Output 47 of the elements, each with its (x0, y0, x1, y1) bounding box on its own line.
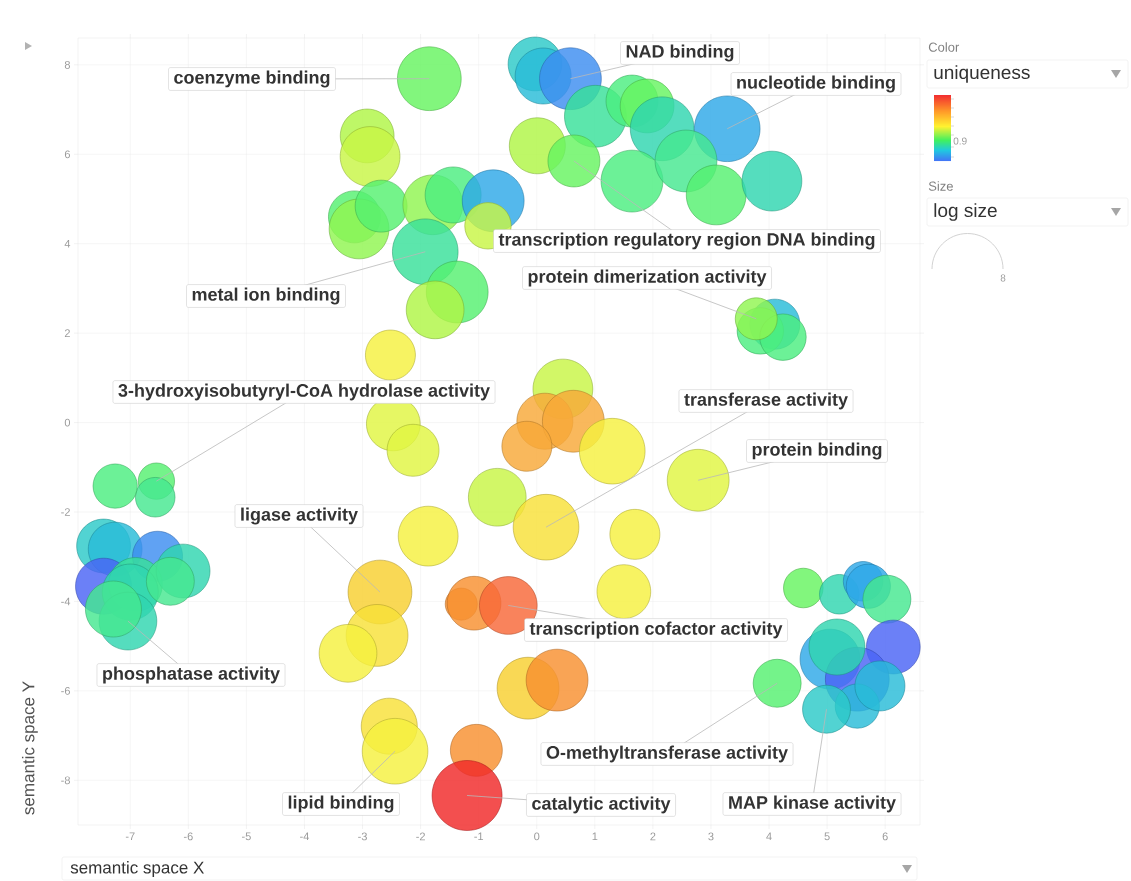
y-tick-label: -2 (61, 508, 70, 516)
y-tick-label: 8 (64, 60, 70, 69)
y-tick-label: 6 (64, 150, 70, 159)
x-tick-label: 0 (534, 832, 540, 841)
y-tick-label: -4 (61, 597, 71, 606)
x-tick-label: -4 (300, 832, 310, 841)
x-tick-label: -5 (242, 832, 251, 841)
text: 0.9 (953, 137, 967, 145)
x-tick-label: -7 (125, 832, 135, 841)
annotation: coenzyme binding (174, 70, 330, 88)
text: log size (934, 203, 997, 221)
annotation: ligase activity (241, 507, 358, 525)
y-tick-label: 2 (64, 329, 70, 337)
annotation: metal ion binding (192, 287, 340, 305)
x-axis-title: semantic space X (70, 861, 204, 877)
x-tick-label: -2 (416, 832, 425, 841)
y-tick-label: -8 (61, 776, 70, 785)
y-tick-label: -6 (61, 686, 70, 695)
y-axis-title: semantic space Y (21, 681, 38, 815)
annotation: 3-hydroxyisobutyryl-CoA hydrolase activity (118, 383, 490, 401)
text: uniqueness (934, 65, 1030, 83)
annotation: catalytic activity (532, 796, 671, 814)
x-tick-label: -6 (183, 832, 193, 841)
x-tick-label: 3 (708, 832, 714, 841)
annotation: MAP kinase activity (729, 795, 896, 813)
x-tick-label: -1 (474, 832, 484, 841)
x-tick-label: 1 (592, 832, 598, 841)
y-tick-label: 4 (64, 239, 71, 248)
annotation: protein binding (752, 442, 882, 460)
x-tick-label: 4 (766, 832, 772, 841)
annotation: protein dimerization activity (528, 269, 767, 287)
annotation: O-methyltransferase activity (546, 745, 788, 763)
text: 8 (1000, 274, 1006, 282)
annotation: phosphatase activity (103, 666, 280, 684)
annotation: NAD binding (626, 44, 734, 62)
x-tick-label: 5 (824, 832, 830, 841)
annotation: nucleotide binding (737, 75, 895, 93)
text: Size (928, 181, 953, 191)
y-tick-label: 0 (64, 418, 71, 427)
annotation: lipid binding (288, 795, 394, 813)
annotation: transcription cofactor activity (529, 621, 783, 639)
x-tick-label: 2 (650, 832, 656, 841)
text: Color (928, 42, 960, 52)
x-tick-label: -3 (358, 832, 367, 841)
x-tick-label: 6 (882, 832, 888, 841)
annotation: transferase activity (684, 392, 848, 410)
annotation: transcription regulatory region DNA binding (498, 232, 875, 250)
